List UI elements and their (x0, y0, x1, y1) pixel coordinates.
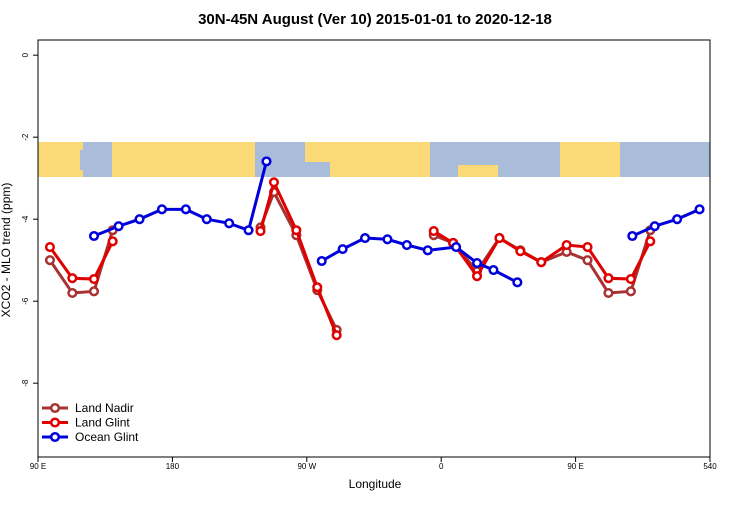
point (156, 204, 167, 215)
point (512, 277, 523, 288)
point (268, 177, 279, 188)
y-tick-label: -8 (21, 379, 30, 387)
point (627, 230, 638, 242)
x-tick-label: 180 (166, 462, 180, 471)
point (672, 214, 683, 225)
point (291, 225, 302, 236)
point (582, 242, 593, 253)
point (561, 239, 572, 251)
x-tick-label: 0 (439, 462, 444, 471)
map-strip (38, 142, 710, 177)
point (401, 239, 412, 251)
point (180, 204, 191, 215)
point (471, 271, 483, 282)
point (134, 214, 145, 225)
legend-label: Land Glint (75, 416, 130, 430)
point (337, 244, 348, 255)
point (201, 214, 212, 225)
point (67, 273, 78, 284)
y-axis-label: XCO2 - MLO trend (ppm) (0, 183, 13, 318)
point (471, 258, 483, 269)
point (316, 255, 327, 267)
series-line (48, 188, 652, 331)
y-tick-label: -4 (21, 215, 30, 223)
point (694, 204, 705, 215)
legend-marker (49, 402, 61, 414)
point (255, 226, 266, 237)
point (243, 225, 254, 236)
x-tick-label: 540 (703, 462, 717, 471)
point (582, 255, 593, 266)
legend-label: Land Nadir (75, 401, 134, 415)
point (451, 242, 462, 253)
point (645, 236, 656, 247)
point (382, 234, 393, 245)
series-line (48, 177, 652, 336)
point (88, 230, 100, 242)
x-tick-label: 90 E (567, 462, 583, 471)
series-line (93, 160, 701, 284)
chart-title: 30N-45N August (Ver 10) 2015-01-01 to 20… (198, 11, 552, 28)
point (113, 221, 124, 232)
x-tick-label: 90 E (30, 462, 46, 471)
point (88, 273, 100, 285)
point (67, 287, 78, 299)
point (422, 245, 433, 256)
point (488, 264, 499, 276)
y-tick-label: -2 (21, 133, 30, 141)
point (312, 282, 323, 293)
point (261, 156, 272, 167)
point (359, 232, 371, 244)
point (536, 257, 547, 268)
point (494, 232, 505, 244)
point (428, 226, 439, 237)
y-tick-label: -6 (21, 297, 30, 305)
point (44, 242, 55, 253)
point (224, 218, 235, 229)
point (44, 255, 55, 266)
x-tick-label: 90 W (297, 462, 316, 471)
plot-frame (37, 39, 711, 458)
point (649, 221, 660, 232)
x-axis-label: Longitude (349, 477, 402, 491)
legend-marker (49, 431, 61, 443)
point (107, 236, 118, 247)
point (603, 287, 614, 299)
point (625, 273, 636, 285)
legend-marker (49, 417, 61, 428)
point (625, 286, 636, 297)
y-tick-label: 0 (21, 52, 30, 57)
point (515, 246, 526, 257)
point (603, 273, 614, 284)
point (88, 286, 100, 297)
legend-label: Ocean Glint (75, 430, 139, 444)
point (331, 330, 342, 341)
